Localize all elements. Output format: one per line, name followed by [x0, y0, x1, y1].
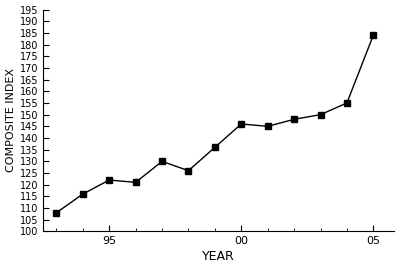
Y-axis label: COMPOSITE INDEX: COMPOSITE INDEX	[6, 69, 16, 172]
X-axis label: YEAR: YEAR	[202, 250, 235, 263]
